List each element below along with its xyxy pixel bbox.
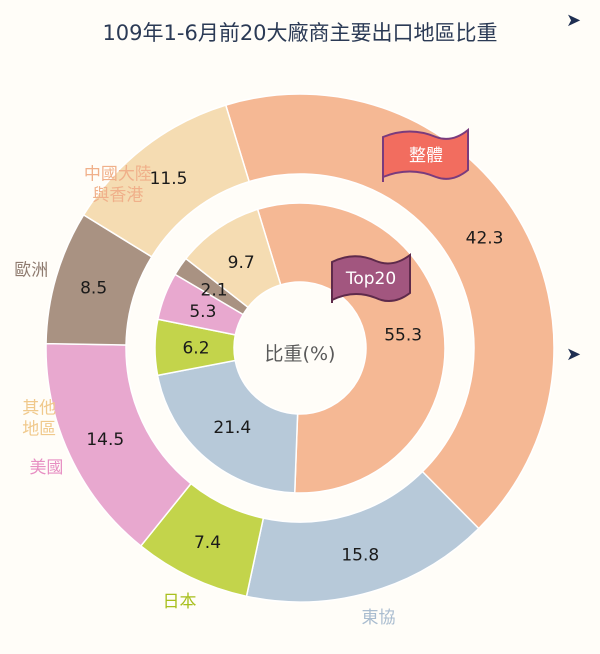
outer-value-label-6: 11.5 [150, 169, 188, 189]
region-label-5: 歐洲 [14, 260, 48, 280]
outer-slice-1 [224, 93, 555, 530]
inner-value-label-6: 9.7 [228, 253, 255, 273]
region-label-3: 日本 [163, 592, 197, 612]
outer-value-label-5: 8.5 [80, 279, 107, 299]
outer-value-label-3: 7.4 [194, 533, 221, 553]
region-label-1: 中國大陸與香港 [84, 165, 152, 206]
overall-flag: 整體 [382, 127, 469, 182]
outer-value-label-2: 15.8 [341, 545, 379, 565]
inner-value-label-3: 6.2 [182, 338, 209, 358]
inner-value-label-2: 21.4 [213, 418, 251, 438]
outer-slice-6 [82, 104, 251, 258]
region-label-4: 美國 [29, 458, 63, 478]
inner-value-label-4: 5.3 [189, 302, 216, 322]
inner-slice-2 [156, 359, 299, 494]
top20-flag-label: Top20 [345, 269, 396, 289]
chart-title: 109年1-6月前20大廠商主要出口地區比重 [102, 21, 497, 45]
inner-slice-6 [184, 208, 282, 309]
inner-value-label-5: 2.1 [201, 280, 228, 300]
arrow-icon-mid: ➤ [566, 344, 581, 365]
top20-flag: Top20 [331, 252, 411, 303]
overall-flag-shape [382, 127, 469, 180]
outer-value-label-1: 42.3 [466, 229, 504, 249]
outer-value-label-4: 14.5 [86, 430, 124, 450]
top20-flag-shape [331, 252, 411, 303]
overall-flag-label: 整體 [409, 146, 443, 166]
inner-value-labels: 55.3 21.4 6.2 5.32.19.7 [182, 253, 422, 438]
region-label-6: 其他地區 [22, 398, 56, 439]
outer-ring [45, 93, 555, 603]
arrow-icon-top: ➤ [566, 10, 581, 31]
center-label: 比重(%) [265, 343, 336, 365]
outer-value-labels: 42.3 15.8 7.4 14.5 8.5 11.5 [80, 169, 503, 565]
region-label-2: 東協 [361, 608, 395, 628]
inner-value-label-1: 55.3 [384, 325, 422, 345]
